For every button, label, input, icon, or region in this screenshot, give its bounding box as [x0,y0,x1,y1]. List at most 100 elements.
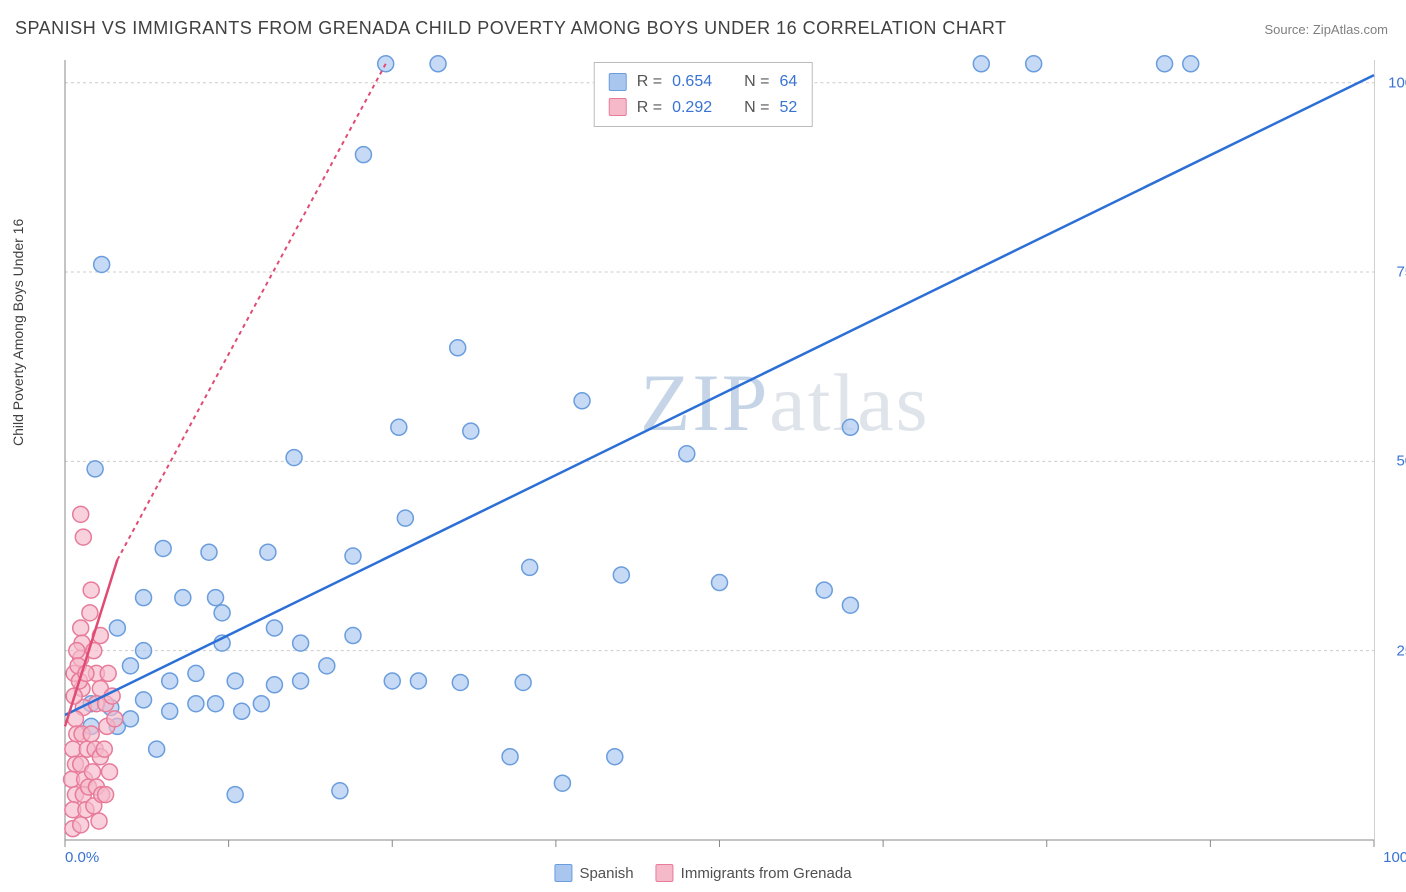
plot-area: ZIPatlas 25.0%50.0%75.0%100.0%0.0%100.0% [65,60,1375,840]
data-point [83,726,99,742]
x-tick-label: 0.0% [65,849,99,866]
legend-swatch [656,864,674,882]
data-point [162,673,178,689]
legend-label: Spanish [579,865,633,882]
data-point [208,696,224,712]
data-point [842,597,858,613]
legend-swatch [554,864,572,882]
data-point [607,749,623,765]
y-tick-label: 75.0% [1396,264,1406,281]
data-point [1157,56,1173,72]
data-point [188,696,204,712]
data-point [214,605,230,621]
data-point [816,582,832,598]
data-point [345,548,361,564]
plot-svg [65,60,1374,840]
x-tick-label: 100.0% [1383,849,1406,866]
data-point [260,544,276,560]
data-point [522,559,538,575]
data-point [397,510,413,526]
data-point [266,620,282,636]
data-point [384,673,400,689]
data-point [109,620,125,636]
data-point [69,643,85,659]
legend-row: R = 0.654 N = 64 [609,69,798,95]
data-point [87,461,103,477]
data-point [430,56,446,72]
n-label: N = [744,95,769,121]
chart-title: SPANISH VS IMMIGRANTS FROM GRENADA CHILD… [15,18,1007,39]
legend-item: Spanish [554,864,633,882]
data-point [107,711,123,727]
data-point [712,575,728,591]
data-point [91,813,107,829]
r-label: R = [637,69,662,95]
data-point [266,677,282,693]
data-point [515,674,531,690]
r-value: 0.292 [672,95,712,121]
data-point [208,590,224,606]
data-point [136,692,152,708]
data-point [98,787,114,803]
data-point [378,56,394,72]
n-value: 52 [779,95,797,121]
y-tick-label: 25.0% [1396,642,1406,659]
data-point [332,783,348,799]
legend-label: Immigrants from Grenada [681,865,852,882]
r-value: 0.654 [672,69,712,95]
data-point [554,775,570,791]
data-point [122,658,138,674]
data-point [973,56,989,72]
data-point [574,393,590,409]
data-point [227,787,243,803]
data-point [96,741,112,757]
data-point [94,256,110,272]
data-point [452,674,468,690]
y-axis-label: Child Poverty Among Boys Under 16 [10,219,26,446]
data-point [613,567,629,583]
data-point [83,582,99,598]
trend-line [65,75,1374,715]
data-point [502,749,518,765]
data-point [175,590,191,606]
correlation-chart: SPANISH VS IMMIGRANTS FROM GRENADA CHILD… [0,0,1406,892]
data-point [155,540,171,556]
data-point [1026,56,1042,72]
data-point [391,419,407,435]
data-point [102,764,118,780]
legend-series: Spanish Immigrants from Grenada [554,864,851,882]
r-label: R = [637,95,662,121]
data-point [293,635,309,651]
y-tick-label: 100.0% [1388,74,1406,91]
data-point [65,741,81,757]
data-point [463,423,479,439]
data-point [345,628,361,644]
legend-row: R = 0.292 N = 52 [609,95,798,121]
data-point [136,643,152,659]
data-point [286,450,302,466]
data-point [188,665,204,681]
data-point [450,340,466,356]
data-point [162,703,178,719]
data-point [234,703,250,719]
y-tick-label: 50.0% [1396,453,1406,470]
legend-swatch [609,73,627,91]
legend-item: Immigrants from Grenada [656,864,852,882]
data-point [319,658,335,674]
data-point [253,696,269,712]
data-point [293,673,309,689]
data-point [100,665,116,681]
n-value: 64 [779,69,797,95]
data-point [136,590,152,606]
data-point [1183,56,1199,72]
data-point [842,419,858,435]
source-label: Source: ZipAtlas.com [1264,22,1388,37]
data-point [410,673,426,689]
data-point [679,446,695,462]
legend-correlation: R = 0.654 N = 64 R = 0.292 N = 52 [594,62,813,127]
data-point [122,711,138,727]
data-point [201,544,217,560]
data-point [82,605,98,621]
data-point [73,817,89,833]
legend-swatch [609,98,627,116]
